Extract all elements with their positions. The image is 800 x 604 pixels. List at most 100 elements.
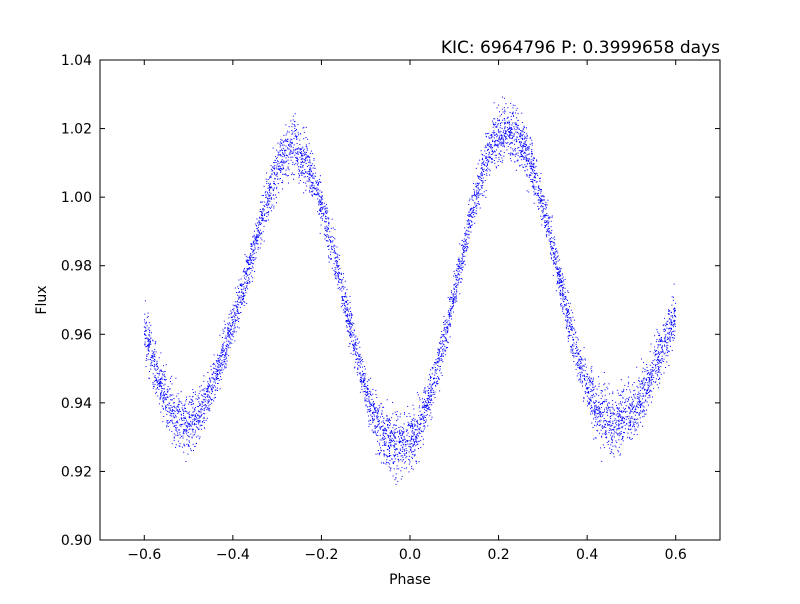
data-point xyxy=(465,239,467,241)
data-point xyxy=(439,350,441,352)
data-point xyxy=(400,444,402,446)
data-point xyxy=(411,438,413,440)
data-point xyxy=(315,194,317,196)
data-point xyxy=(338,258,340,260)
data-point xyxy=(495,122,497,124)
data-point xyxy=(542,217,544,219)
data-point xyxy=(587,374,589,376)
data-point xyxy=(496,167,497,169)
data-point xyxy=(207,408,209,410)
data-point xyxy=(349,335,351,337)
data-point xyxy=(342,298,343,300)
data-point xyxy=(413,444,414,446)
data-point xyxy=(567,302,569,304)
data-point xyxy=(605,420,607,422)
data-point xyxy=(478,189,480,191)
data-point xyxy=(289,153,291,155)
data-point xyxy=(299,133,301,135)
data-point xyxy=(544,225,546,227)
data-point xyxy=(599,432,601,434)
data-point xyxy=(313,187,315,189)
data-point xyxy=(286,140,288,142)
data-point xyxy=(272,194,274,196)
data-point xyxy=(629,419,631,421)
data-point xyxy=(409,424,411,426)
data-point xyxy=(562,294,564,296)
data-point xyxy=(610,412,612,414)
data-point xyxy=(648,380,650,382)
data-point xyxy=(631,426,633,428)
data-point xyxy=(598,413,600,415)
data-point xyxy=(668,333,670,335)
data-point xyxy=(609,420,611,422)
data-point xyxy=(334,245,336,247)
data-point xyxy=(536,194,538,196)
data-point xyxy=(311,171,312,173)
data-point xyxy=(390,435,392,437)
data-point xyxy=(630,422,632,423)
data-point xyxy=(350,330,352,332)
data-point xyxy=(618,427,620,429)
data-point xyxy=(292,156,294,158)
data-point xyxy=(203,416,205,418)
data-point xyxy=(197,406,199,408)
data-point xyxy=(201,408,202,410)
data-point xyxy=(421,402,423,404)
data-point xyxy=(396,448,398,449)
data-point xyxy=(226,360,228,362)
data-point xyxy=(611,440,613,442)
data-point xyxy=(629,407,630,409)
data-point xyxy=(490,147,492,149)
data-point xyxy=(612,404,614,406)
data-point xyxy=(282,153,284,155)
data-point xyxy=(284,152,286,154)
data-point xyxy=(206,409,208,411)
data-point xyxy=(266,205,268,206)
data-point xyxy=(173,398,175,399)
data-point xyxy=(487,159,489,160)
data-point xyxy=(458,270,460,272)
data-point xyxy=(592,386,594,388)
data-point xyxy=(491,158,493,160)
data-point xyxy=(322,215,324,217)
data-point xyxy=(669,345,671,347)
data-point xyxy=(389,448,390,449)
data-point xyxy=(453,275,455,277)
data-point xyxy=(591,407,593,409)
data-point xyxy=(661,358,663,360)
data-point xyxy=(364,399,366,401)
data-point xyxy=(530,165,532,167)
data-point xyxy=(178,409,180,411)
data-point xyxy=(467,227,469,229)
data-point xyxy=(423,422,425,424)
data-point xyxy=(227,346,229,348)
data-point xyxy=(660,340,662,342)
data-point xyxy=(399,441,401,443)
data-point xyxy=(172,423,174,425)
data-point xyxy=(359,353,361,355)
data-point xyxy=(303,150,304,152)
data-point xyxy=(600,429,602,431)
data-point xyxy=(228,313,230,315)
data-point xyxy=(155,380,156,382)
data-point xyxy=(673,320,675,322)
data-point xyxy=(481,171,483,173)
data-point xyxy=(494,139,496,141)
data-point xyxy=(199,403,201,405)
data-point xyxy=(381,412,383,414)
data-point xyxy=(544,203,546,205)
data-point xyxy=(349,343,351,345)
data-point xyxy=(326,212,327,214)
data-point xyxy=(170,410,172,411)
data-point xyxy=(170,404,172,406)
data-point xyxy=(454,291,456,293)
data-point xyxy=(389,470,391,472)
data-point xyxy=(425,400,427,402)
data-point xyxy=(655,372,657,374)
data-point xyxy=(603,421,605,423)
data-point xyxy=(231,335,233,337)
data-point xyxy=(583,347,585,349)
data-point xyxy=(213,371,215,373)
data-point xyxy=(551,249,553,251)
data-point xyxy=(198,438,200,440)
